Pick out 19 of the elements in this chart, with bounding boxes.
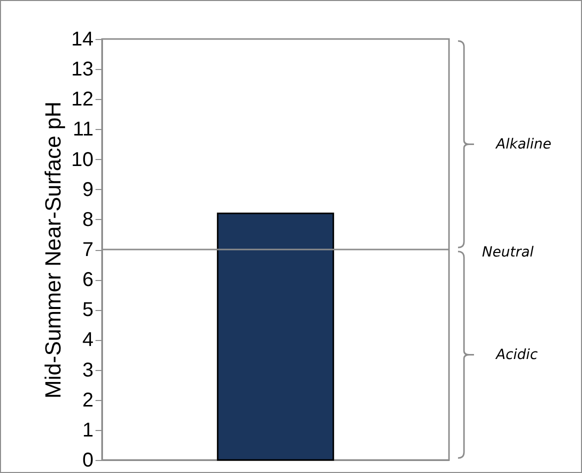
y-tick-label: 14 xyxy=(71,28,94,50)
y-tick-label: 3 xyxy=(82,359,94,382)
y-tick-label: 0 xyxy=(82,450,94,472)
y-tick-label: 12 xyxy=(71,88,94,111)
y-tick-label: 1 xyxy=(82,419,94,442)
y-tick-label: 9 xyxy=(82,178,94,201)
y-axis-title: Mid-Summer Near-Surface pH xyxy=(40,101,66,399)
y-tick-label: 8 xyxy=(82,208,94,231)
y-tick-label: 11 xyxy=(72,118,94,141)
text: Acidic xyxy=(495,346,538,363)
y-tick-label: 5 xyxy=(82,299,94,322)
text: Alkaline xyxy=(495,136,552,152)
y-tick-label: 4 xyxy=(82,329,94,352)
y-tick-label: 10 xyxy=(71,148,94,171)
y-tick-label: 2 xyxy=(82,389,94,412)
y-tick-label: 6 xyxy=(82,269,94,292)
y-tick-label: 7 xyxy=(82,239,94,261)
ref-line-label: Neutral xyxy=(482,244,534,260)
y-tick-label: 13 xyxy=(71,58,94,81)
